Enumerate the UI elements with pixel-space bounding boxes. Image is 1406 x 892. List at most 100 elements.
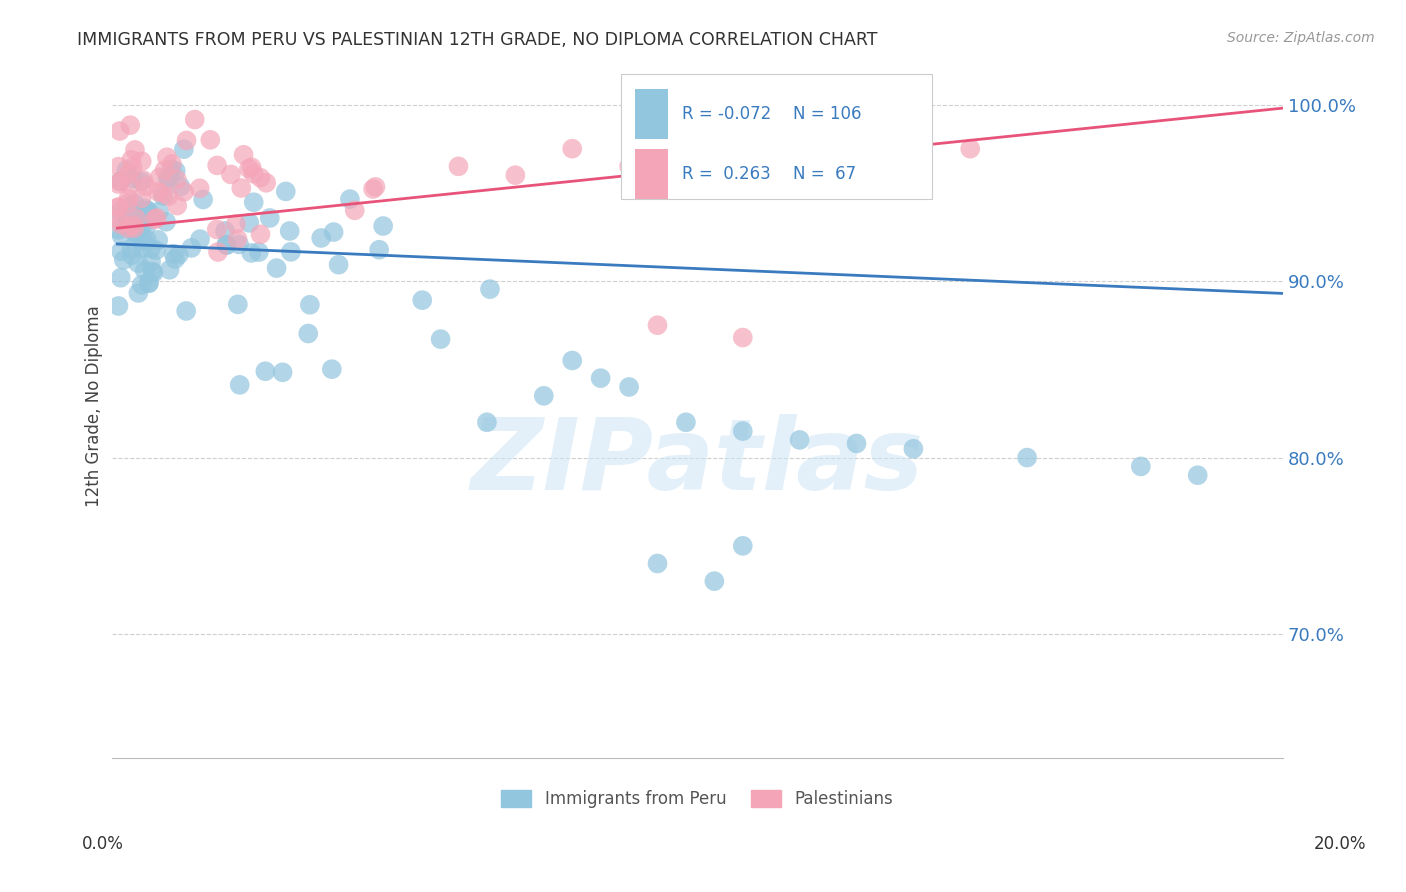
FancyBboxPatch shape xyxy=(636,89,668,139)
Palestinians xyxy=(156,150,179,164)
Palestinians xyxy=(240,161,263,175)
Immigrants from Peru xyxy=(228,377,250,392)
Immigrants from Peru xyxy=(429,332,451,346)
Immigrants from Peru xyxy=(115,163,138,178)
Palestinians xyxy=(132,173,155,187)
Palestinians xyxy=(110,217,132,231)
Palestinians xyxy=(789,142,811,156)
Palestinians xyxy=(118,178,141,193)
Palestinians xyxy=(254,176,277,190)
Palestinians xyxy=(343,203,366,218)
Immigrants from Peru xyxy=(617,380,640,394)
Immigrants from Peru xyxy=(127,256,149,270)
Immigrants from Peru xyxy=(174,304,197,318)
Palestinians xyxy=(176,133,198,147)
Immigrants from Peru xyxy=(118,214,141,228)
Immigrants from Peru xyxy=(159,262,181,277)
Immigrants from Peru xyxy=(373,219,395,233)
Palestinians xyxy=(135,179,157,194)
Immigrants from Peru xyxy=(162,246,184,260)
Immigrants from Peru xyxy=(121,248,143,262)
Immigrants from Peru xyxy=(240,246,263,260)
Immigrants from Peru xyxy=(214,224,236,238)
Immigrants from Peru xyxy=(266,261,288,276)
Immigrants from Peru xyxy=(141,264,163,278)
Palestinians xyxy=(117,221,139,235)
Palestinians xyxy=(249,227,271,242)
Palestinians xyxy=(152,186,174,200)
Palestinians xyxy=(124,143,146,157)
Palestinians xyxy=(238,161,260,176)
Palestinians xyxy=(107,200,129,214)
Palestinians xyxy=(188,181,211,195)
Palestinians xyxy=(249,170,271,185)
Immigrants from Peru xyxy=(254,364,277,378)
Palestinians xyxy=(120,118,142,132)
Immigrants from Peru xyxy=(127,215,149,229)
Immigrants from Peru xyxy=(138,277,160,291)
Immigrants from Peru xyxy=(165,164,187,178)
Immigrants from Peru xyxy=(110,174,132,188)
Y-axis label: 12th Grade, No Diploma: 12th Grade, No Diploma xyxy=(86,306,103,508)
Palestinians xyxy=(122,218,145,232)
Palestinians xyxy=(242,167,264,181)
Palestinians xyxy=(205,222,228,236)
Immigrants from Peru xyxy=(731,539,754,553)
Immigrants from Peru xyxy=(247,245,270,260)
Palestinians xyxy=(647,318,669,333)
Immigrants from Peru xyxy=(135,203,157,218)
Text: Source: ZipAtlas.com: Source: ZipAtlas.com xyxy=(1227,31,1375,45)
Palestinians xyxy=(207,244,229,259)
Immigrants from Peru xyxy=(121,171,143,186)
Text: ZIPatlas: ZIPatlas xyxy=(471,414,924,511)
Palestinians xyxy=(121,161,143,175)
Immigrants from Peru xyxy=(121,242,143,256)
Palestinians xyxy=(153,163,176,178)
Immigrants from Peru xyxy=(845,436,868,450)
Palestinians xyxy=(675,151,697,165)
Immigrants from Peru xyxy=(411,293,433,308)
Immigrants from Peru xyxy=(173,142,195,156)
Immigrants from Peru xyxy=(135,219,157,233)
Palestinians xyxy=(107,177,129,191)
Immigrants from Peru xyxy=(647,557,669,571)
Immigrants from Peru xyxy=(148,204,170,219)
Immigrants from Peru xyxy=(191,193,214,207)
Palestinians xyxy=(845,151,868,165)
Immigrants from Peru xyxy=(124,196,146,211)
Palestinians xyxy=(561,142,583,156)
Immigrants from Peru xyxy=(238,216,260,230)
Immigrants from Peru xyxy=(328,258,350,272)
Palestinians xyxy=(124,221,146,235)
Text: 0.0%: 0.0% xyxy=(82,835,124,853)
Immigrants from Peru xyxy=(228,237,250,252)
Palestinians xyxy=(117,167,139,181)
Immigrants from Peru xyxy=(675,415,697,429)
Legend: Immigrants from Peru, Palestinians: Immigrants from Peru, Palestinians xyxy=(494,781,901,816)
Immigrants from Peru xyxy=(160,162,183,177)
Immigrants from Peru xyxy=(108,205,131,219)
Palestinians xyxy=(219,168,242,182)
Immigrants from Peru xyxy=(242,195,264,210)
Immigrants from Peru xyxy=(146,233,169,247)
Immigrants from Peru xyxy=(156,170,179,185)
Text: 20.0%: 20.0% xyxy=(1315,835,1367,853)
Palestinians xyxy=(108,175,131,189)
Immigrants from Peru xyxy=(259,211,281,225)
Immigrants from Peru xyxy=(180,241,202,255)
Immigrants from Peru xyxy=(139,255,162,269)
Palestinians xyxy=(149,170,172,185)
Immigrants from Peru xyxy=(368,243,391,257)
Immigrants from Peru xyxy=(134,202,156,216)
Palestinians xyxy=(226,232,249,246)
Immigrants from Peru xyxy=(1017,450,1039,465)
Palestinians xyxy=(173,185,195,199)
Immigrants from Peru xyxy=(122,225,145,239)
Text: N =  67: N = 67 xyxy=(793,165,856,183)
Palestinians xyxy=(107,160,129,174)
Immigrants from Peru xyxy=(561,353,583,368)
Palestinians xyxy=(505,168,527,182)
Immigrants from Peru xyxy=(152,189,174,203)
Palestinians xyxy=(117,191,139,205)
Palestinians xyxy=(131,154,153,169)
